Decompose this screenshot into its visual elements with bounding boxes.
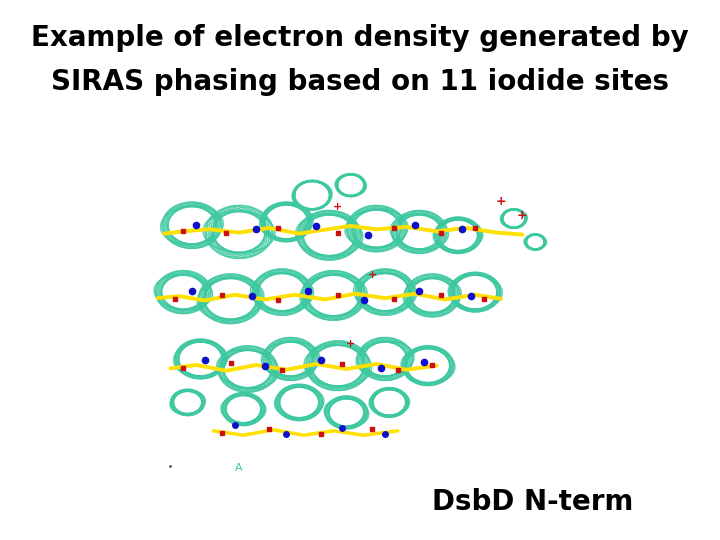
- Text: +: +: [346, 339, 356, 349]
- Text: SIRAS phasing based on 11 iodide sites: SIRAS phasing based on 11 iodide sites: [51, 68, 669, 96]
- Text: +: +: [367, 271, 377, 280]
- Text: A: A: [235, 463, 243, 472]
- Text: DsbD N-term: DsbD N-term: [432, 488, 634, 516]
- Text: +: +: [333, 202, 343, 212]
- Text: Example of electron density generated by: Example of electron density generated by: [31, 24, 689, 52]
- Text: +: +: [517, 209, 528, 222]
- Text: +: +: [495, 195, 506, 208]
